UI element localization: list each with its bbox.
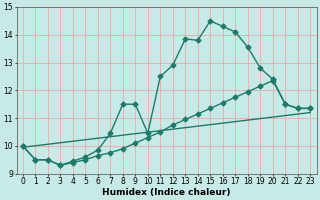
X-axis label: Humidex (Indice chaleur): Humidex (Indice chaleur)	[102, 188, 231, 197]
